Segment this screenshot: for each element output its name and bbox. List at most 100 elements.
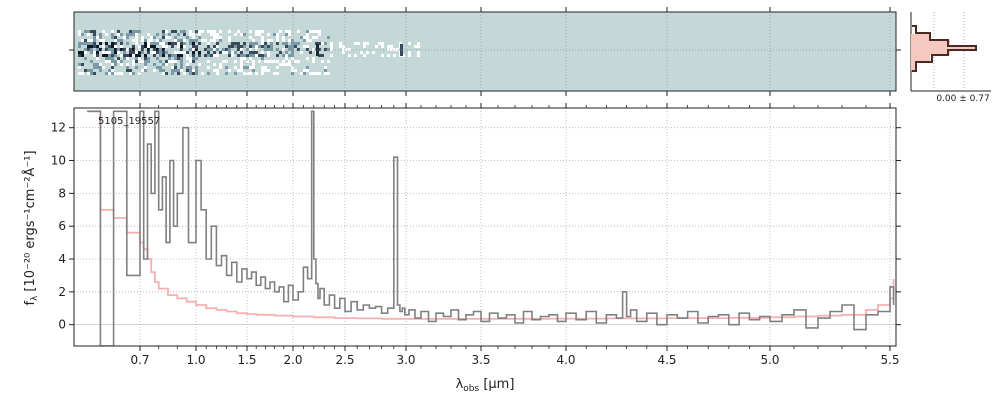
spectrum-2d-pixel bbox=[123, 36, 126, 39]
spectrum-2d-pixel bbox=[138, 30, 141, 33]
spectrum-2d-pixel bbox=[261, 39, 264, 42]
spectrum-2d-pixel bbox=[132, 72, 135, 75]
spectrum-2d-pixel bbox=[126, 36, 129, 39]
spectrum-2d-pixel bbox=[153, 42, 156, 45]
spectrum-2d-pixel bbox=[285, 63, 288, 66]
spectrum-2d-pixel bbox=[135, 36, 138, 39]
spectrum-2d-pixel bbox=[201, 30, 204, 33]
spectrum-2d-pixel bbox=[315, 42, 318, 45]
spectrum-2d-pixel bbox=[180, 42, 183, 45]
spectrum-2d-pixel bbox=[156, 33, 159, 36]
spectrum-2d-pixel bbox=[126, 69, 129, 72]
y-tick-label: 10 bbox=[51, 154, 66, 168]
spectrum-2d-pixel bbox=[162, 63, 165, 66]
spectrum-2d-pixel bbox=[276, 72, 279, 75]
spectrum-2d-pixel bbox=[171, 72, 174, 75]
spectrum-2d-pixel bbox=[192, 45, 195, 48]
spectrum-2d-pixel bbox=[111, 42, 114, 45]
spectrum-2d-pixel bbox=[135, 54, 138, 57]
spectrum-2d-pixel bbox=[255, 30, 258, 33]
spectrum-2d-pixel bbox=[165, 72, 168, 75]
spectrum-2d-pixel bbox=[312, 30, 315, 33]
spectrum-2d-pixel bbox=[312, 36, 315, 39]
plot-frame bbox=[73, 107, 897, 347]
spectrum-2d-pixel bbox=[159, 48, 162, 51]
spectrum-2d-pixel bbox=[153, 45, 156, 48]
spectrum-2d-pixel bbox=[171, 69, 174, 72]
spectrum-2d-pixel bbox=[84, 69, 87, 72]
spectrum-2d-pixel bbox=[198, 63, 201, 66]
spectrum-2d-pixel bbox=[117, 48, 120, 51]
spectrum-2d-pixel bbox=[168, 36, 171, 39]
spectrum-2d-pixel bbox=[306, 48, 309, 51]
spectrum-2d-pixel bbox=[207, 45, 210, 48]
spectrum-2d-pixel bbox=[81, 39, 84, 42]
spectrum-2d-pixel bbox=[168, 42, 171, 45]
spectrum-2d-pixel bbox=[222, 60, 225, 63]
spectrum-2d-pixel bbox=[288, 39, 291, 42]
spectrum-2d-pixel bbox=[162, 33, 165, 36]
spectrum-2d-pixel bbox=[393, 54, 396, 57]
spectrum-2d-pixel bbox=[105, 54, 108, 57]
spectrum-2d-pixel bbox=[249, 72, 252, 75]
spectrum-2d-pixel bbox=[267, 39, 270, 42]
spectrum-2d-pixel bbox=[414, 45, 417, 48]
spectrum-2d-pixel bbox=[207, 54, 210, 57]
spectrum-2d-pixel bbox=[201, 39, 204, 42]
spectrum-2d-pixel bbox=[135, 39, 138, 42]
spectrum-2d-pixel bbox=[78, 51, 81, 54]
spectrum-2d-pixel bbox=[180, 39, 183, 42]
spectrum-2d-pixel bbox=[312, 60, 315, 63]
spectrum-2d-pixel bbox=[267, 51, 270, 54]
spectrum-2d-pixel bbox=[252, 69, 255, 72]
spectrum-2d-pixel bbox=[258, 45, 261, 48]
spectrum-2d-pixel bbox=[210, 48, 213, 51]
spectrum-2d-pixel bbox=[93, 42, 96, 45]
y-tick-label: 4 bbox=[58, 252, 66, 266]
spectrum-2d-pixel bbox=[282, 48, 285, 51]
spectrum-2d-pixel bbox=[306, 69, 309, 72]
spectrum-2d-pixel bbox=[327, 60, 330, 63]
spectrum-2d-pixel bbox=[306, 33, 309, 36]
spectrum-2d-pixel bbox=[228, 51, 231, 54]
spectrum-2d-pixel bbox=[294, 69, 297, 72]
spectrum-2d-background bbox=[73, 11, 897, 92]
spectrum-2d-pixel bbox=[306, 30, 309, 33]
spectrum-2d-pixel bbox=[183, 39, 186, 42]
spectrum-2d-pixel bbox=[285, 30, 288, 33]
spectrum-2d-pixel bbox=[234, 42, 237, 45]
spectrum-2d-pixel bbox=[198, 51, 201, 54]
spectrum-2d-pixel bbox=[168, 60, 171, 63]
spectrum-2d-pixel bbox=[225, 60, 228, 63]
spectrum-2d-pixel bbox=[87, 69, 90, 72]
spectrum-2d-pixel bbox=[153, 63, 156, 66]
spectrum-2d-pixel bbox=[228, 69, 231, 72]
spectrum-2d-pixel bbox=[357, 42, 360, 45]
spectrum-2d-pixel bbox=[231, 45, 234, 48]
spectrum-2d-pixel bbox=[258, 30, 261, 33]
spectrum-2d-pixel bbox=[78, 54, 81, 57]
spectrum-2d-pixel bbox=[249, 36, 252, 39]
y-axis-label-symbol: f bbox=[23, 301, 38, 306]
spectrum-2d-pixel bbox=[318, 33, 321, 36]
spectrum-2d-pixel bbox=[348, 54, 351, 57]
spectrum-2d-pixel bbox=[216, 33, 219, 36]
spectrum-2d-pixel bbox=[105, 48, 108, 51]
spectrum-2d-pixel bbox=[327, 48, 330, 51]
spectrum-2d-pixel bbox=[240, 69, 243, 72]
spectrum-2d-pixel bbox=[174, 60, 177, 63]
spectrum-2d-pixel bbox=[87, 45, 90, 48]
spectrum-2d-pixel bbox=[342, 48, 345, 51]
spectrum-2d-pixel bbox=[315, 30, 318, 33]
spectrum-2d-pixel bbox=[288, 45, 291, 48]
spectrum-2d-pixel bbox=[237, 30, 240, 33]
spectrum-2d-pixel bbox=[144, 69, 147, 72]
spectrum-2d-pixel bbox=[90, 30, 93, 33]
spectrum-2d-pixel bbox=[87, 72, 90, 75]
spectrum-2d-pixel bbox=[195, 45, 198, 48]
spectrum-2d-pixel bbox=[279, 51, 282, 54]
spectrum-2d-pixel bbox=[234, 60, 237, 63]
spectrum-2d-pixel bbox=[99, 39, 102, 42]
spectrum-2d-pixel bbox=[189, 48, 192, 51]
spectrum-2d-pixel bbox=[195, 48, 198, 51]
